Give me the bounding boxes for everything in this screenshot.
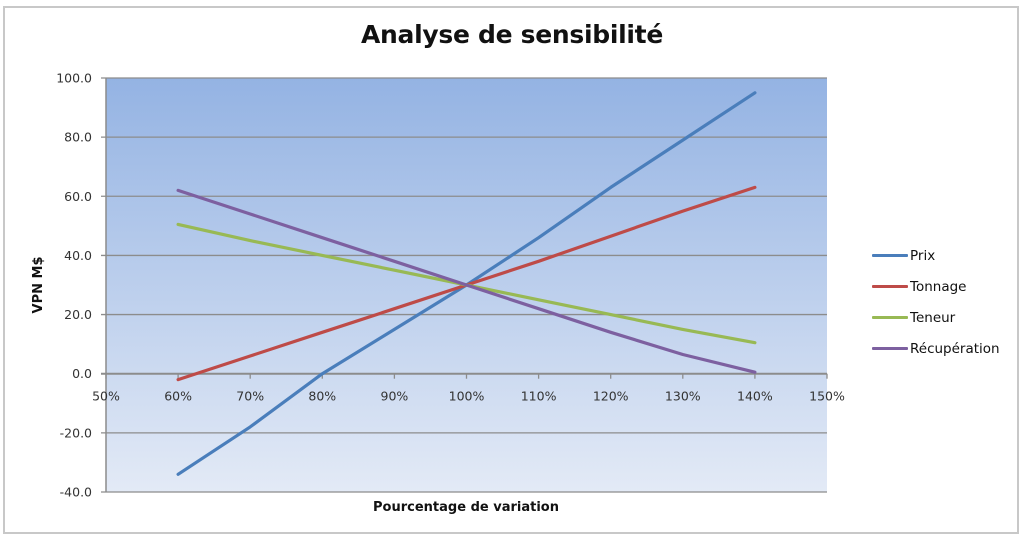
y-axis: 100.0 80.0 60.0 40.0 20.0 0.0 -20.0 -40.0 xyxy=(56,71,107,500)
legend-label: Prix xyxy=(910,247,936,264)
x-tick-label: 120% xyxy=(593,389,629,404)
y-tick-label: 60.0 xyxy=(64,189,92,204)
legend-swatch-icon xyxy=(872,316,908,319)
x-tick-label: 70% xyxy=(236,389,264,404)
x-tick-label: 60% xyxy=(164,389,192,404)
x-tick-label: 130% xyxy=(665,389,701,404)
x-tick-label: 100% xyxy=(449,389,485,404)
x-tick-label: 150% xyxy=(809,389,845,404)
gridlines xyxy=(101,77,827,493)
legend-swatch-icon xyxy=(872,285,908,288)
x-tick-label: 50% xyxy=(92,389,120,404)
legend-swatch-icon xyxy=(872,347,908,350)
x-tick-label: 110% xyxy=(521,389,557,404)
legend-item: Tonnage xyxy=(872,271,1000,302)
legend-item: Teneur xyxy=(872,302,1000,333)
legend-label: Récupération xyxy=(910,340,1000,357)
y-tick-label: 0.0 xyxy=(72,366,92,381)
y-tick-label: 100.0 xyxy=(56,71,92,86)
legend-item: Prix xyxy=(872,240,1000,271)
x-axis-title: Pourcentage de variation xyxy=(373,500,559,515)
y-axis-title: VPN M$ xyxy=(31,257,46,314)
legend-label: Tonnage xyxy=(910,278,967,295)
legend-label: Teneur xyxy=(910,309,956,326)
chart-legend: Prix Tonnage Teneur Récupération xyxy=(872,240,1000,364)
x-tick-label: 80% xyxy=(308,389,336,404)
y-tick-label: 40.0 xyxy=(64,248,92,263)
legend-swatch-icon xyxy=(872,254,908,257)
y-tick-label: -20.0 xyxy=(60,425,92,440)
x-axis: 50% 60% 70% 80% 90% 100% 110% 120% 130% 140% 150% xyxy=(92,373,845,404)
data-series xyxy=(176,91,757,476)
x-tick-label: 90% xyxy=(381,389,409,404)
chart-title: Analyse de sensibilité xyxy=(361,20,663,49)
y-tick-label: 80.0 xyxy=(64,130,92,145)
x-tick-label: 140% xyxy=(737,389,773,404)
y-tick-label: 20.0 xyxy=(64,307,92,322)
series-line-recuperation xyxy=(176,188,757,374)
y-tick-label: -40.0 xyxy=(60,485,92,500)
legend-item: Récupération xyxy=(872,333,1000,364)
